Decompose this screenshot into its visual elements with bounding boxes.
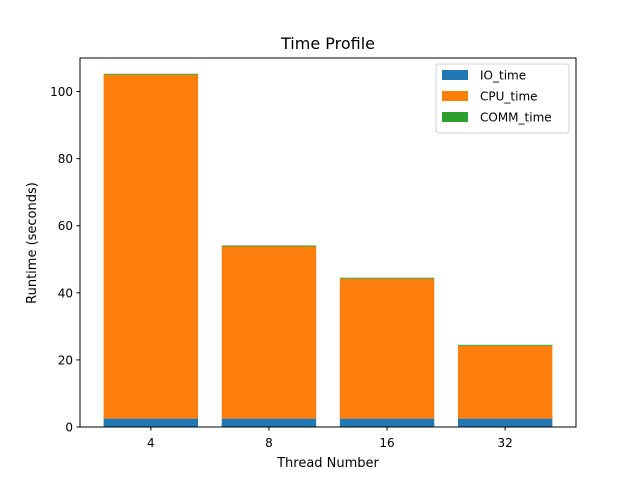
plot-area: 0 20 40 60 80 100 4 8 16 32 (50, 57, 577, 450)
chart-title: Time Profile (280, 34, 375, 53)
bar-cpu-time-32 (457, 345, 553, 419)
legend-label-io-time: IO_time (480, 69, 526, 83)
x-tick-label: 16 (379, 436, 394, 450)
x-tick-label: 32 (498, 436, 513, 450)
x-tick-label: 4 (147, 436, 155, 450)
bar-io-time-16 (339, 418, 435, 427)
y-tick-label: 100 (50, 85, 73, 99)
bar-io-time-8 (221, 418, 317, 427)
y-tick-label: 60 (58, 219, 73, 233)
y-tick-label: 80 (58, 152, 73, 166)
bar-cpu-time-16 (339, 278, 435, 419)
y-axis-label: Runtime (seconds) (25, 182, 40, 304)
legend-box (435, 63, 570, 134)
bar-cpu-time-8 (221, 246, 317, 419)
legend-swatch-cpu-time (442, 91, 468, 101)
axes-frame (79, 57, 577, 428)
y-tick-label: 0 (65, 421, 73, 435)
bar-comm-time-16 (339, 277, 435, 279)
bar-comm-time-8 (221, 245, 317, 247)
legend-swatch-io-time (442, 70, 468, 80)
x-axis-label: Thread Number (276, 456, 379, 471)
bar-comm-time-4 (103, 73, 199, 75)
legend-label-cpu-time: CPU_time (480, 90, 538, 104)
y-tick-label: 40 (58, 286, 73, 300)
legend: IO_time CPU_time COMM_time (435, 63, 570, 134)
bar-cpu-time-4 (103, 74, 199, 419)
bar-io-time-32 (457, 418, 553, 427)
x-tick-label: 8 (265, 436, 273, 450)
legend-label-comm-time: COMM_time (480, 111, 552, 125)
legend-swatch-comm-time (442, 112, 468, 122)
y-tick-label: 20 (58, 353, 73, 367)
bar-io-time-4 (103, 418, 199, 427)
bar-comm-time-32 (457, 344, 553, 346)
